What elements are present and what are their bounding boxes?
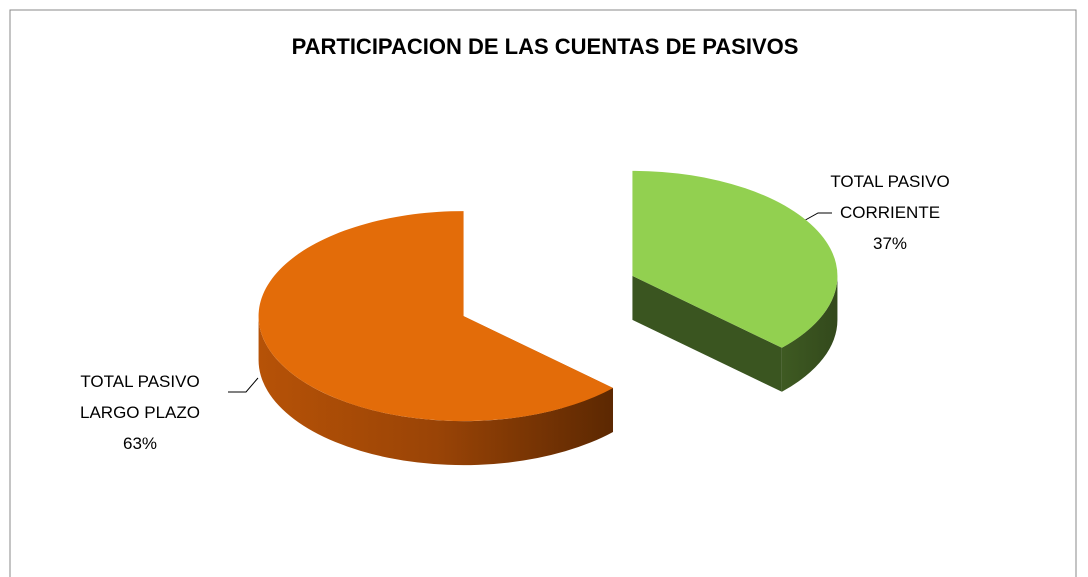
slice: [258, 211, 614, 422]
slice-label: TOTAL PASIVO CORRIENTE 37%: [795, 166, 985, 259]
category-label: TOTAL PASIVO CORRIENTE: [830, 172, 950, 222]
leader-line: [799, 212, 832, 224]
chart-title: PARTICIPACION DE LAS CUENTAS DE PASIVOS: [292, 34, 799, 59]
leader-line: [228, 377, 259, 393]
percent-label: 37%: [872, 234, 908, 253]
slice: [632, 170, 838, 348]
slice-label: TOTAL PASIVO LARGO PLAZO 63%: [45, 366, 235, 459]
chart-border: [9, 9, 1077, 577]
slice-wall: [632, 275, 782, 392]
category-label: TOTAL PASIVO LARGO PLAZO: [80, 372, 200, 422]
slice-side: [781, 275, 838, 392]
slice-side: [258, 316, 614, 466]
percent-label: 63%: [122, 434, 158, 453]
